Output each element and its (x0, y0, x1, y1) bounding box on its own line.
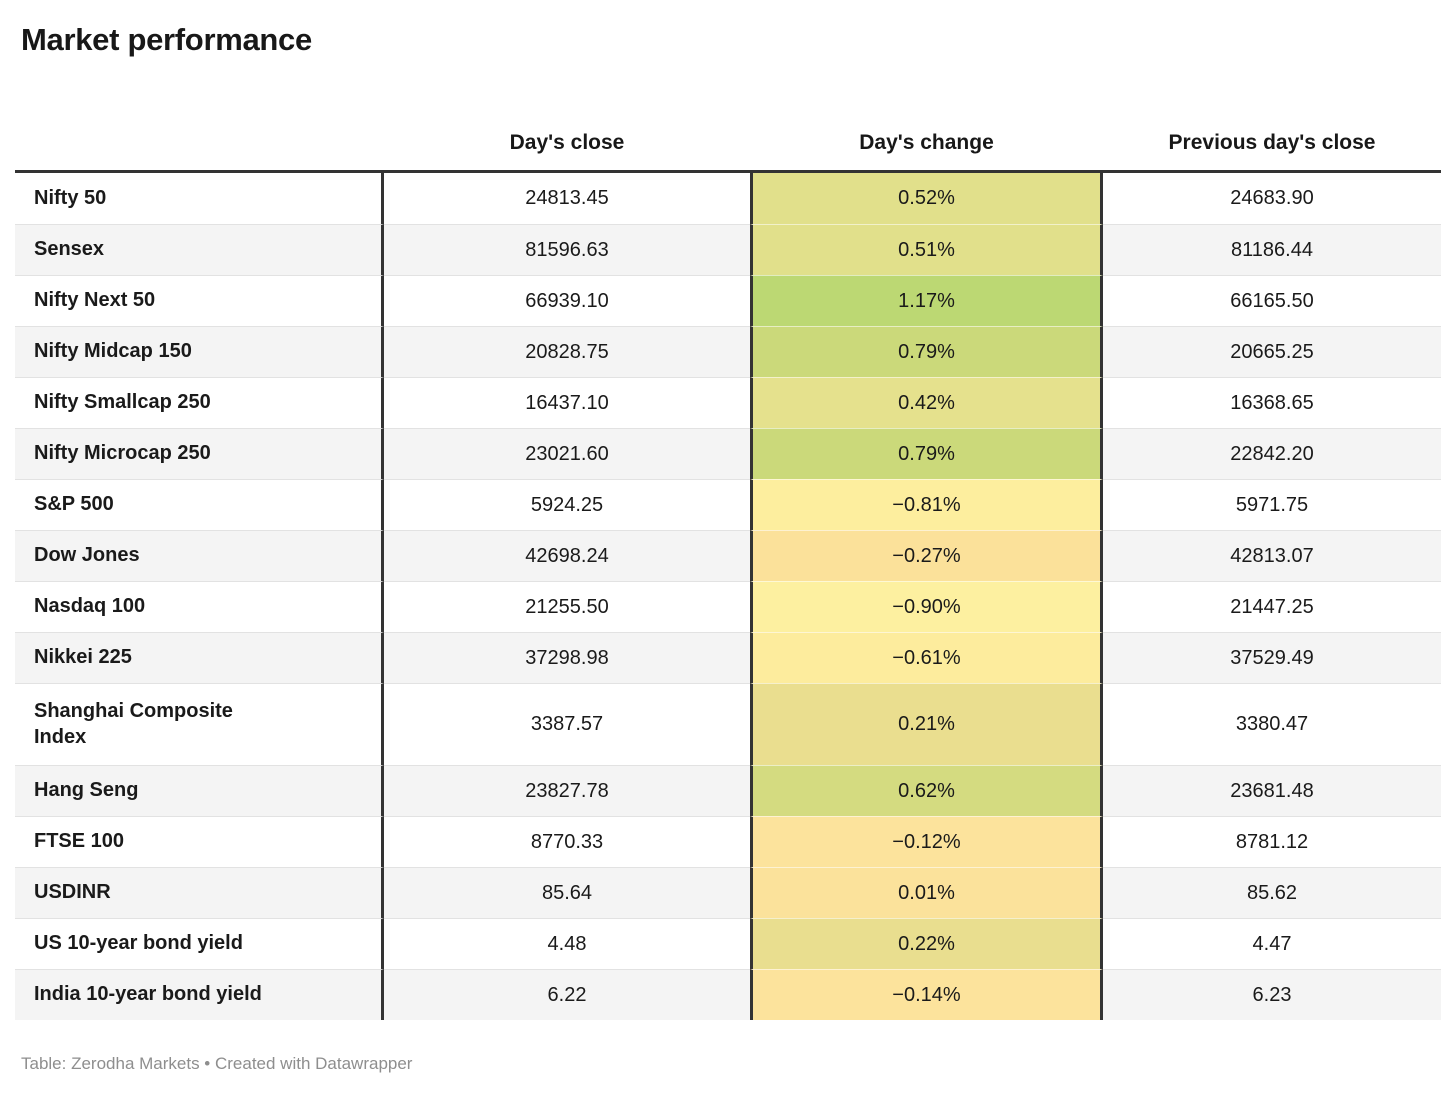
table-row: Dow Jones 42698.24 −0.27% 42813.07 (15, 530, 1441, 581)
row-label: India 10-year bond yield (15, 969, 384, 1020)
column-header-days-close: Day's close (509, 131, 625, 154)
days-change-value: 0.52% (750, 173, 1103, 224)
days-close-value: 20828.75 (384, 326, 750, 377)
prev-close-value: 4.47 (1103, 918, 1441, 969)
days-change-value: 0.21% (750, 683, 1103, 765)
days-change-value: 0.42% (750, 377, 1103, 428)
days-change-value: 0.51% (750, 224, 1103, 275)
table-row: Nifty Microcap 250 23021.60 0.79% 22842.20 (15, 428, 1441, 479)
days-close-value: 8770.33 (384, 816, 750, 867)
market-performance-table: Day's close Day's change Previous day's … (15, 58, 1441, 1020)
row-label: USDINR (15, 867, 384, 918)
days-change-value: 0.79% (750, 428, 1103, 479)
table-row: Nasdaq 100 21255.50 −0.90% 21447.25 (15, 581, 1441, 632)
days-close-value: 5924.25 (384, 479, 750, 530)
table-row: USDINR 85.64 0.01% 85.62 (15, 867, 1441, 918)
row-label: Sensex (15, 224, 384, 275)
days-change-value: −0.81% (750, 479, 1103, 530)
days-close-value: 23827.78 (384, 765, 750, 816)
days-change-value: −0.14% (750, 969, 1103, 1020)
prev-close-value: 24683.90 (1230, 187, 1314, 209)
days-close-value: 42698.24 (384, 530, 750, 581)
prev-close-value: 3380.47 (1103, 683, 1441, 765)
days-close-value: 66939.10 (384, 275, 750, 326)
days-change-value: −0.61% (750, 632, 1103, 683)
row-label: Nikkei 225 (15, 632, 384, 683)
days-change-value: −0.27% (750, 530, 1103, 581)
row-label: Nifty Smallcap 250 (15, 377, 384, 428)
row-label: FTSE 100 (15, 816, 384, 867)
table-row: Nifty Midcap 150 20828.75 0.79% 20665.25 (15, 326, 1441, 377)
days-close-value: 24813.45 (525, 187, 609, 209)
table-row: FTSE 100 8770.33 −0.12% 8781.12 (15, 816, 1441, 867)
days-change-value: 0.79% (750, 326, 1103, 377)
column-header-days-change: Day's change (859, 131, 994, 154)
days-change-value: 0.22% (750, 918, 1103, 969)
prev-close-value: 42813.07 (1103, 530, 1441, 581)
prev-close-value: 8781.12 (1103, 816, 1441, 867)
days-close-value: 81596.63 (384, 224, 750, 275)
days-close-value: 37298.98 (384, 632, 750, 683)
table-body: Nifty 50 24813.45 0.52% 24683.90 Sensex 81596… (15, 170, 1441, 1020)
days-change-value: 0.01% (750, 867, 1103, 918)
days-change-value: −0.90% (750, 581, 1103, 632)
prev-close-value: 21447.25 (1103, 581, 1441, 632)
table-header-row: Day's close Day's change Previous day's … (15, 58, 1441, 170)
page-title: Market performance (21, 22, 312, 57)
days-change-value: −0.12% (750, 816, 1103, 867)
days-close-value: 6.22 (384, 969, 750, 1020)
row-label: Dow Jones (15, 530, 384, 581)
days-close-value: 85.64 (384, 867, 750, 918)
row-label: Nifty Microcap 250 (15, 428, 384, 479)
days-change-value: 1.17% (750, 275, 1103, 326)
table-row: US 10-year bond yield 4.48 0.22% 4.47 (15, 918, 1441, 969)
table-footer-credit: Table: Zerodha Markets • Created with Da… (21, 1054, 413, 1073)
days-close-value: 16437.10 (384, 377, 750, 428)
table-row: S&P 500 5924.25 −0.81% 5971.75 (15, 479, 1441, 530)
table-row: Nifty Next 50 66939.10 1.17% 66165.50 (15, 275, 1441, 326)
table-row: Nikkei 225 37298.98 −0.61% 37529.49 (15, 632, 1441, 683)
days-close-value: 21255.50 (384, 581, 750, 632)
row-label: Nifty Midcap 150 (15, 326, 384, 377)
prev-close-value: 37529.49 (1103, 632, 1441, 683)
prev-close-value: 6.23 (1103, 969, 1441, 1020)
row-label: Shanghai Composite Index (15, 683, 384, 765)
table-row: India 10-year bond yield 6.22 −0.14% 6.23 (15, 969, 1441, 1020)
days-change-value: 0.62% (750, 765, 1103, 816)
prev-close-value: 85.62 (1103, 867, 1441, 918)
prev-close-value: 22842.20 (1103, 428, 1441, 479)
table-row: Nifty 50 24813.45 0.52% 24683.90 (15, 173, 1441, 224)
days-close-value: 4.48 (384, 918, 750, 969)
row-label: Hang Seng (15, 765, 384, 816)
column-header-row-labels (15, 155, 384, 170)
table-row: Shanghai Composite Index 3387.57 0.21% 3380… (15, 683, 1441, 765)
row-label: Nifty Next 50 (15, 275, 384, 326)
row-label: Nifty 50 (15, 173, 384, 224)
column-header-previous-days-close: Previous day's close (1168, 131, 1376, 154)
row-label: Nasdaq 100 (15, 581, 384, 632)
prev-close-value: 20665.25 (1103, 326, 1441, 377)
prev-close-value: 81186.44 (1103, 224, 1441, 275)
days-close-value: 23021.60 (384, 428, 750, 479)
prev-close-value: 23681.48 (1103, 765, 1441, 816)
prev-close-value: 66165.50 (1103, 275, 1441, 326)
prev-close-value: 5971.75 (1103, 479, 1441, 530)
table-row: Nifty Smallcap 250 16437.10 0.42% 16368.65 (15, 377, 1441, 428)
prev-close-value: 16368.65 (1103, 377, 1441, 428)
table-row: Sensex 81596.63 0.51% 81186.44 (15, 224, 1441, 275)
row-label: S&P 500 (15, 479, 384, 530)
table-row: Hang Seng 23827.78 0.62% 23681.48 (15, 765, 1441, 816)
days-close-value: 3387.57 (384, 683, 750, 765)
row-label: US 10-year bond yield (15, 918, 384, 969)
